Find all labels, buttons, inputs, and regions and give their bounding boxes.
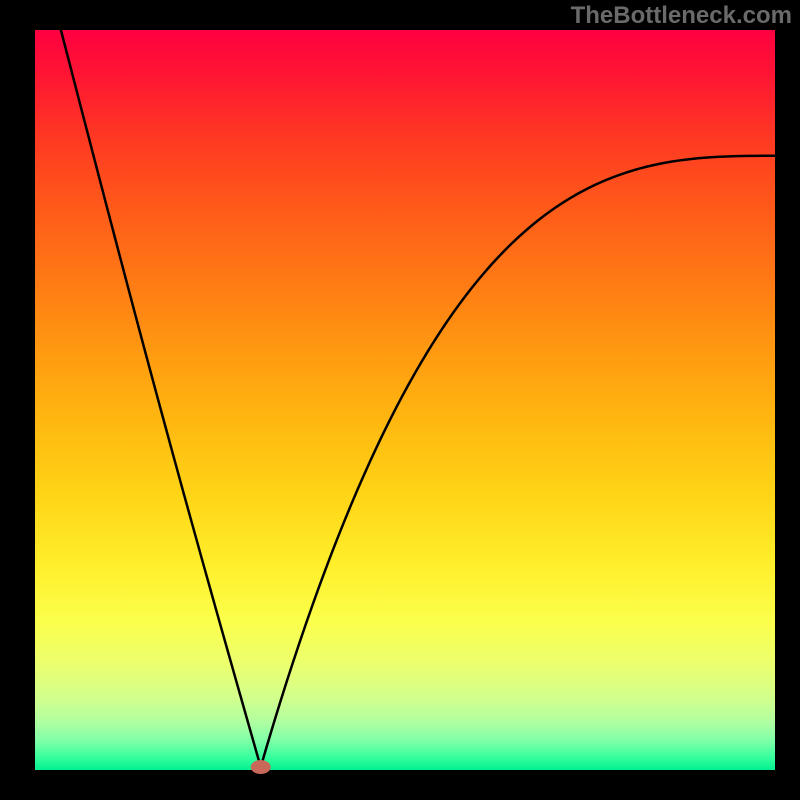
optimum-marker (251, 760, 271, 774)
bottleneck-chart (0, 0, 800, 800)
plot-area-background (35, 30, 775, 770)
watermark-text: TheBottleneck.com (571, 2, 792, 30)
chart-frame: TheBottleneck.com (0, 0, 800, 800)
